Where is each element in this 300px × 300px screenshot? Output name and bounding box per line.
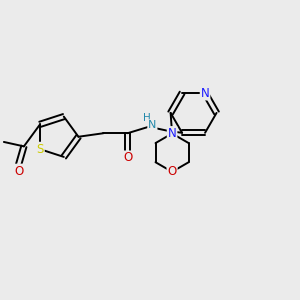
Text: S: S bbox=[36, 143, 44, 156]
Text: O: O bbox=[167, 165, 177, 178]
Text: H: H bbox=[143, 113, 151, 123]
Text: O: O bbox=[123, 152, 132, 164]
Text: N: N bbox=[201, 86, 209, 100]
Text: N: N bbox=[148, 120, 157, 130]
Text: O: O bbox=[14, 165, 23, 178]
Text: N: N bbox=[168, 127, 176, 140]
